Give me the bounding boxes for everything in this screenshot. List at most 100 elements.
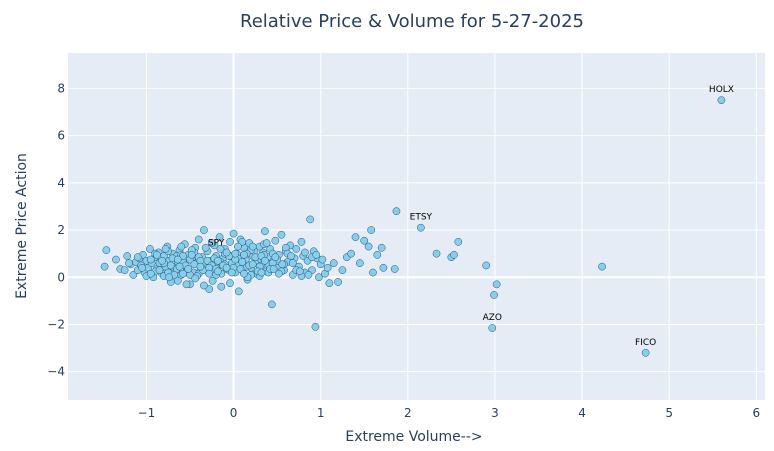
x-tick-label: −1 — [138, 406, 156, 420]
x-tick-label: 4 — [578, 406, 586, 420]
data-point — [155, 266, 164, 275]
x-tick-label: 5 — [665, 406, 673, 420]
data-point — [120, 266, 129, 275]
x-tick-label: 6 — [752, 406, 760, 420]
data-point — [205, 269, 213, 278]
data-point — [454, 237, 463, 246]
data-point — [215, 233, 224, 241]
data-point — [234, 242, 242, 251]
x-axis-title: Extreme Volume--> — [345, 429, 482, 445]
data-point — [207, 239, 216, 247]
y-tick-label: −2 — [47, 317, 65, 331]
data-point — [347, 249, 356, 258]
data-point — [177, 242, 186, 251]
data-point — [158, 256, 166, 265]
data-point — [379, 263, 388, 272]
y-tick-label: 0 — [57, 270, 65, 284]
data-point — [432, 249, 441, 258]
data-point — [488, 324, 497, 332]
data-point — [261, 256, 269, 265]
data-point — [482, 261, 491, 270]
data-point — [214, 267, 222, 276]
data-point — [112, 255, 120, 264]
data-point — [182, 280, 191, 289]
data-point — [226, 237, 234, 246]
data-point — [191, 274, 200, 283]
data-point — [238, 258, 247, 266]
data-point — [179, 269, 187, 278]
x-tick-label: 2 — [404, 406, 412, 420]
data-point — [318, 255, 327, 264]
data-point — [390, 265, 399, 273]
data-point — [278, 260, 287, 269]
x-tick-label: 1 — [317, 406, 325, 420]
data-point — [269, 265, 278, 273]
data-point — [173, 276, 182, 285]
point-annotations: HOLX SPY ETSY AZO FICO — [208, 85, 734, 348]
data-point — [315, 273, 323, 282]
data-point — [240, 269, 248, 278]
data-point — [311, 322, 320, 331]
data-point — [234, 287, 243, 296]
data-point — [187, 250, 196, 259]
data-point — [369, 268, 377, 277]
data-points — [100, 96, 726, 357]
data-point — [229, 229, 238, 238]
data-point — [450, 250, 458, 259]
data-point — [717, 96, 726, 105]
data-point — [277, 230, 286, 239]
data-point — [373, 250, 382, 259]
data-point — [222, 263, 231, 272]
data-point — [268, 300, 276, 309]
y-tick-label: 6 — [57, 129, 65, 143]
chart-title: Relative Price & Volume for 5-27-2025 — [240, 11, 584, 32]
data-point — [100, 262, 109, 271]
data-point — [200, 226, 208, 234]
annotation-label: ETSY — [410, 213, 433, 223]
data-point — [194, 235, 203, 244]
data-point — [271, 253, 280, 262]
y-axis-ticks: −4 −2 0 2 4 6 8 — [47, 81, 65, 378]
data-point — [262, 239, 271, 247]
data-point — [490, 291, 498, 299]
data-point — [125, 259, 133, 267]
data-point — [238, 237, 247, 246]
data-point — [417, 223, 425, 232]
y-tick-label: 2 — [57, 223, 65, 237]
data-point — [641, 348, 650, 357]
data-point — [297, 237, 306, 246]
data-point — [214, 256, 222, 265]
data-point — [274, 269, 283, 278]
data-point — [240, 250, 248, 259]
data-point — [306, 215, 315, 224]
annotation-label: FICO — [635, 338, 656, 348]
data-point — [123, 252, 132, 260]
data-point — [248, 242, 257, 251]
data-point — [166, 261, 175, 270]
data-point — [175, 262, 184, 271]
data-point — [367, 226, 376, 234]
data-point — [288, 259, 297, 267]
data-point — [165, 273, 173, 282]
annotation-label: HOLX — [709, 85, 734, 95]
data-point — [231, 249, 240, 258]
data-point — [216, 245, 225, 253]
data-point — [129, 271, 138, 279]
data-point — [208, 276, 217, 285]
data-point — [351, 233, 360, 241]
data-point — [261, 227, 269, 236]
data-point — [146, 255, 155, 264]
annotation-label: SPY — [208, 239, 225, 249]
data-point — [257, 268, 266, 277]
data-point — [133, 253, 142, 262]
x-tick-label: 0 — [230, 406, 238, 420]
data-point — [301, 248, 309, 257]
data-point — [287, 252, 295, 260]
data-point — [146, 245, 154, 253]
annotation-label: AZO — [483, 313, 502, 323]
data-point — [201, 243, 210, 252]
data-point — [161, 245, 170, 253]
data-point — [356, 259, 364, 267]
data-point — [200, 281, 208, 290]
data-point — [338, 266, 347, 275]
